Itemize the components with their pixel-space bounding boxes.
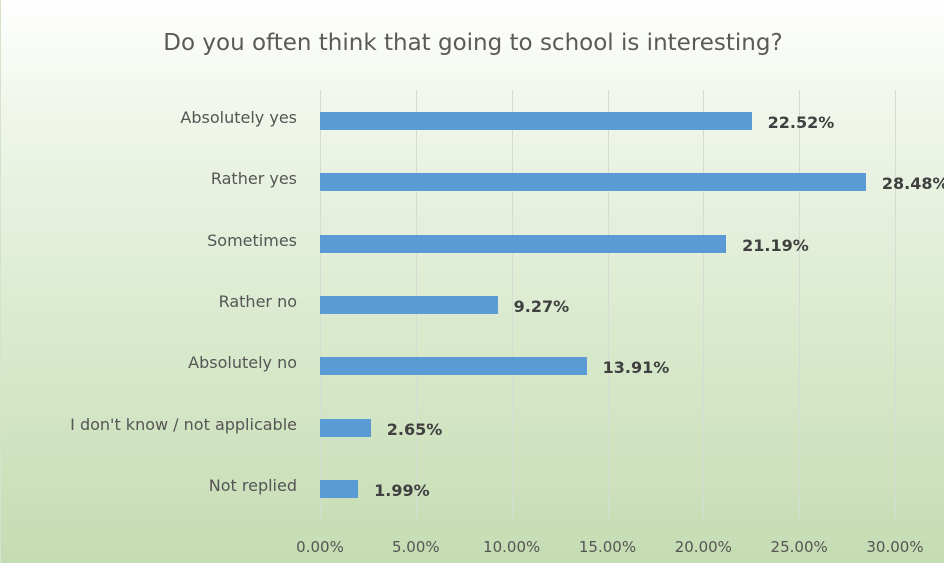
data-label: 28.48% (881, 174, 944, 194)
category-label: Rather yes (210, 169, 297, 189)
x-tick-label: 5.00% (392, 538, 440, 556)
bar (320, 357, 587, 376)
x-tick-label: 0.00% (296, 538, 344, 556)
bar (320, 480, 359, 499)
x-gridline (799, 90, 801, 520)
category-label: Rather no (218, 292, 297, 311)
x-gridline (607, 90, 609, 520)
x-tick-label: 10.00% (483, 538, 541, 556)
chart-title: Do you often think that going to school … (163, 30, 783, 56)
x-gridline (895, 90, 896, 520)
category-label: I don't know / not applicable (70, 414, 297, 434)
x-tick-label: 25.00% (770, 538, 828, 556)
x-gridline (703, 90, 705, 520)
data-label: 9.27% (513, 297, 570, 316)
data-label: 1.99% (374, 481, 430, 501)
x-tick-label: 30.00% (866, 538, 924, 556)
category-label: Sometimes (207, 230, 297, 250)
bar (320, 173, 866, 192)
x-gridline (511, 90, 513, 520)
category-label: Not replied (208, 476, 297, 496)
data-label: 21.19% (742, 235, 809, 255)
category-label: Absolutely no (188, 353, 297, 373)
bar (320, 418, 371, 437)
data-label: 2.65% (386, 419, 443, 439)
x-tick-label: 15.00% (578, 538, 637, 556)
category-label: Absolutely yes (180, 107, 297, 127)
data-label: 13.91% (602, 358, 670, 378)
x-tick-label: 20.00% (674, 538, 732, 556)
data-label: 22.52% (767, 112, 835, 132)
bar (320, 234, 727, 253)
bar (320, 296, 498, 314)
bar (320, 111, 752, 130)
